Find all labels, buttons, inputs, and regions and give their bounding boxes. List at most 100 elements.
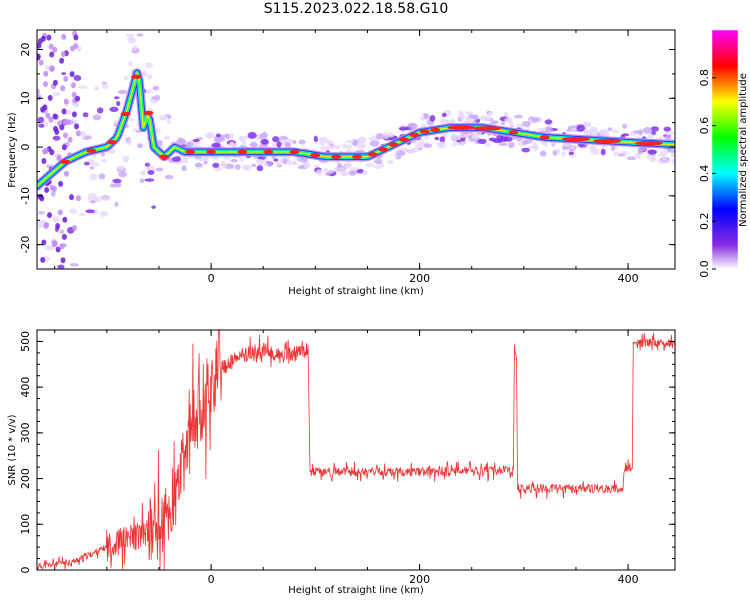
- spectrogram-cell: [61, 144, 67, 151]
- spectrogram-cell: [52, 79, 58, 86]
- spectral-peak: [593, 138, 622, 144]
- x-tick-label: 200: [409, 272, 430, 285]
- y-tick-label: 10: [19, 91, 32, 105]
- spectrogram-cell: [73, 34, 79, 41]
- snr-line: [37, 330, 675, 570]
- spectrogram-cell: [622, 123, 628, 129]
- spectrogram-cell: [532, 142, 537, 149]
- spectrogram-cell: [255, 159, 264, 163]
- spectrogram-cell: [62, 216, 68, 223]
- spectrogram-cell: [521, 147, 530, 153]
- colorbar-frame: [711, 29, 739, 270]
- spectrogram-cell: [61, 33, 67, 40]
- y-tick-label: 200: [19, 468, 32, 489]
- spectrogram-cell: [44, 187, 50, 193]
- spectrogram-cell: [509, 123, 515, 129]
- spectrogram-cell: [87, 193, 97, 199]
- x-tick-label: 400: [618, 272, 639, 285]
- spectrogram-cell: [398, 127, 408, 131]
- spectrogram-cell: [38, 59, 44, 66]
- spectrogram-cell: [80, 130, 87, 138]
- spectrogram-cell: [326, 169, 335, 174]
- spectrogram-cell: [464, 111, 474, 115]
- spectrogram-cell: [40, 106, 46, 113]
- spectral-peak: [237, 149, 248, 155]
- spectrogram-cell: [273, 158, 279, 162]
- spectrogram-cell: [127, 117, 134, 122]
- spectrogram-cell: [671, 158, 675, 164]
- spectrogram-cell: [387, 131, 395, 138]
- spectrogram-cell: [57, 209, 63, 216]
- spectrogram-cell: [665, 130, 674, 136]
- spectrogram-cell: [387, 160, 394, 165]
- y-tick-label: 100: [19, 514, 32, 535]
- spectrogram-cell: [55, 246, 61, 253]
- spectrogram-cell: [582, 122, 592, 128]
- spectrogram-cell: [192, 138, 200, 143]
- spectrogram-cell: [60, 257, 66, 264]
- spectrogram-cell: [82, 112, 89, 118]
- spectrogram-cell: [583, 130, 593, 136]
- spectrogram-cell: [373, 165, 382, 169]
- spectrogram-cell: [71, 111, 77, 118]
- spectrogram-cell: [47, 94, 53, 101]
- spectrogram-cell: [61, 108, 67, 115]
- spectrogram-cell: [374, 158, 383, 165]
- spectrogram-cell: [56, 154, 62, 161]
- spectrogram-cell: [215, 133, 221, 138]
- snr-series: [37, 330, 675, 570]
- spectral-peak: [378, 147, 389, 152]
- spectrogram-cell: [118, 171, 127, 178]
- colorbar-gradient: [712, 30, 738, 269]
- spectrogram-cell: [44, 222, 50, 229]
- spectrogram-cell: [126, 139, 132, 145]
- spectrogram-cell: [38, 193, 44, 200]
- spectrogram-cell: [43, 121, 49, 128]
- spectrogram-cell: [613, 151, 620, 157]
- spectrogram-cell: [78, 212, 86, 216]
- spectrogram-cell: [186, 142, 194, 146]
- spectrogram-cell: [503, 136, 513, 142]
- spectrogram-cell: [637, 129, 644, 136]
- x-tick-label: 200: [409, 573, 430, 586]
- spectrogram-cell: [230, 158, 238, 163]
- spectrogram-cell: [61, 233, 67, 240]
- spectrogram-cell: [89, 166, 94, 170]
- spectrogram-cell: [63, 75, 69, 82]
- spectrogram-cell: [54, 128, 60, 135]
- spectrogram-cell: [40, 35, 46, 42]
- spectral-peak: [419, 129, 430, 134]
- spectral-peak: [120, 111, 131, 117]
- spectrogram-cell: [313, 164, 318, 168]
- spectrogram-cell: [64, 170, 69, 177]
- chart-title: S115.2023.022.18.58.G10: [263, 1, 449, 17]
- x-axis-label: Height of straight line (km): [288, 585, 424, 596]
- spectrogram-cell: [471, 134, 479, 140]
- spectrogram-cell: [69, 194, 74, 201]
- spectrogram-cell: [298, 139, 306, 145]
- spectrogram-cell: [97, 107, 104, 114]
- spectrogram-cell: [362, 169, 368, 176]
- spectrogram-cell: [85, 209, 95, 214]
- spectrogram-cell: [116, 100, 121, 107]
- spectral-peak: [185, 149, 196, 155]
- spectrogram-cell: [59, 57, 65, 64]
- spectrogram-cell: [261, 131, 268, 139]
- spectrogram-cell: [213, 166, 223, 172]
- spectrogram-cell: [75, 130, 81, 137]
- spectrogram-cell: [145, 165, 156, 173]
- spectrogram-cell: [458, 134, 467, 139]
- spectrogram-cell: [304, 162, 311, 169]
- colorbar: 0.0 0.2 0.4 0.6 0.8 Normalized spectral ampli…: [698, 29, 749, 278]
- spectrogram-cell: [460, 141, 465, 146]
- spectrogram-cell: [151, 205, 157, 209]
- spectrogram-cell: [59, 124, 65, 131]
- spectrogram-cell: [660, 150, 669, 155]
- spectral-peak: [634, 141, 663, 146]
- spectrogram-cell: [45, 245, 55, 251]
- spectrogram-cell: [342, 143, 347, 149]
- spectrogram-cell: [349, 167, 360, 171]
- spectrogram-cell: [61, 72, 67, 76]
- spectrogram-cell: [37, 219, 48, 225]
